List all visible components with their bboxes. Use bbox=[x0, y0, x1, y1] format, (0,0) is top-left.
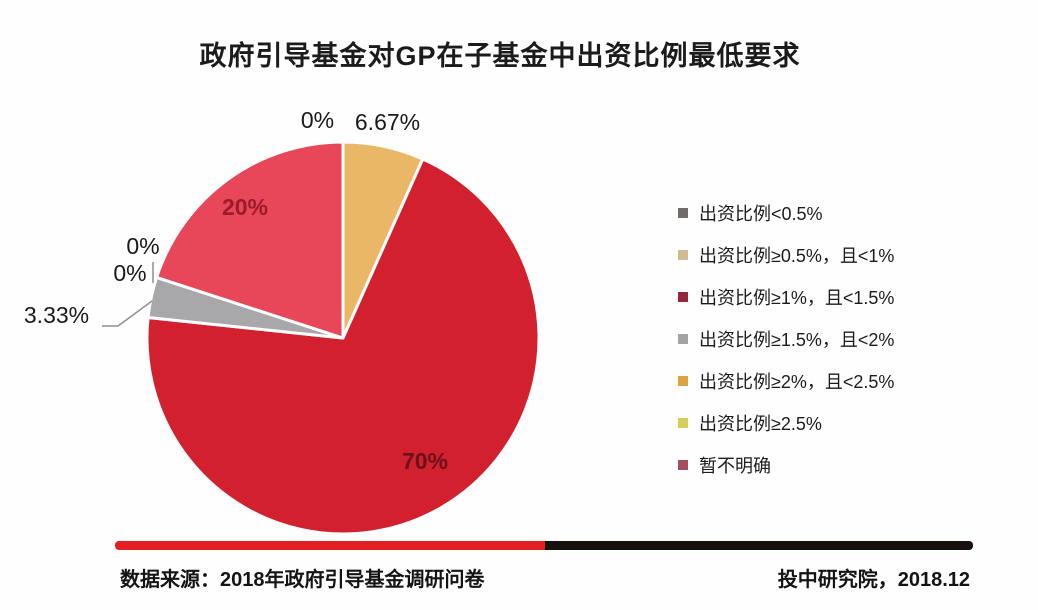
data-label: 20% bbox=[221, 194, 269, 220]
legend-swatch-icon bbox=[678, 460, 688, 470]
data-label: 3.33% bbox=[23, 302, 90, 328]
data-label: 0% bbox=[300, 107, 335, 133]
legend-item: 暂不明确 bbox=[678, 444, 894, 486]
legend-swatch-icon bbox=[678, 334, 688, 344]
legend-item: 出资比例≥2.5% bbox=[678, 402, 894, 444]
legend-item: 出资比例≥1%，且<1.5% bbox=[678, 276, 894, 318]
leader-line-3-33 bbox=[102, 300, 153, 327]
legend-swatch-icon bbox=[678, 376, 688, 386]
legend-item: 出资比例≥2%，且<2.5% bbox=[678, 360, 894, 402]
data-label: 70% bbox=[401, 448, 449, 474]
pie-slices bbox=[145, 140, 541, 536]
data-label: 0% bbox=[126, 233, 160, 259]
legend-item: 出资比例≥1.5%，且<2% bbox=[678, 318, 894, 360]
legend-swatch-icon bbox=[678, 208, 688, 218]
legend-label: 出资比例≥2%，且<2.5% bbox=[699, 372, 895, 392]
legend-label: 出资比例≥1.5%，且<2% bbox=[699, 330, 895, 350]
legend-item: 出资比例<0.5% bbox=[678, 192, 894, 234]
legend-swatch-icon bbox=[678, 292, 688, 302]
legend-label: 出资比例≥0.5%，且<1% bbox=[699, 246, 895, 266]
data-label: 6.67% bbox=[354, 109, 421, 135]
legend-label: 出资比例≥1%，且<1.5% bbox=[699, 288, 895, 308]
chart-title: 政府引导基金对GP在子基金中出资比例最低要求 bbox=[199, 41, 801, 71]
legend-swatch-icon bbox=[678, 418, 688, 428]
leader-lines bbox=[102, 262, 154, 327]
footer-bar-black bbox=[545, 541, 973, 550]
legend-item: 出资比例≥0.5%，且<1% bbox=[678, 234, 894, 276]
pie-slice-2 bbox=[145, 157, 541, 536]
footer-bar-red bbox=[115, 541, 545, 550]
attribution-text: 投中研究院，2018.12 bbox=[777, 569, 970, 591]
legend-swatch-icon bbox=[678, 250, 688, 260]
data-label: 0% bbox=[113, 260, 147, 286]
pie-slice-6 bbox=[155, 140, 345, 340]
data-source-text: 数据来源：2018年政府引导基金调研问卷 bbox=[120, 569, 485, 591]
legend-label: 暂不明确 bbox=[699, 456, 771, 476]
legend-label: 出资比例<0.5% bbox=[699, 204, 823, 224]
legend-label: 出资比例≥2.5% bbox=[699, 414, 822, 434]
chart-legend: 出资比例<0.5% 出资比例≥0.5%，且<1% 出资比例≥1%，且<1.5% … bbox=[678, 192, 894, 486]
